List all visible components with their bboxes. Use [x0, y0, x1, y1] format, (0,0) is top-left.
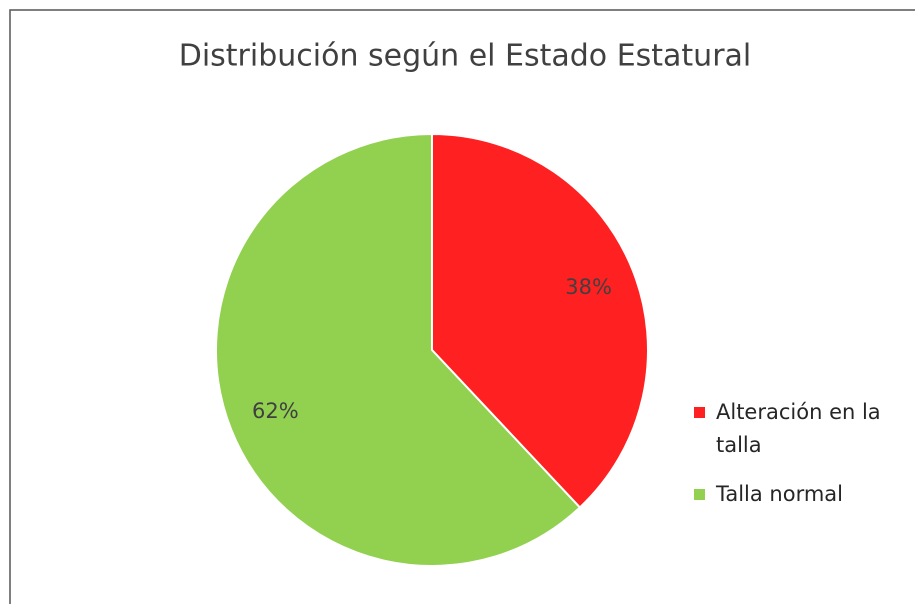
- legend-label: Talla normal: [716, 482, 844, 506]
- legend-label: Alteración en la talla: [716, 400, 881, 457]
- legend-swatch: [694, 489, 705, 500]
- chart-border: [9, 9, 915, 604]
- data-label: 38%: [565, 275, 612, 299]
- data-label: 62%: [252, 399, 299, 423]
- pie-slice: [431, 132, 649, 509]
- legend: Alteración en la talla Talla normal: [694, 396, 899, 527]
- legend-entry: Alteración en la talla: [694, 396, 899, 462]
- legend-entry: Talla normal: [694, 478, 899, 511]
- chart-title: Distribución según el Estado Estatural: [179, 39, 752, 74]
- legend-swatch: [694, 407, 705, 418]
- pie-slice: [215, 132, 582, 567]
